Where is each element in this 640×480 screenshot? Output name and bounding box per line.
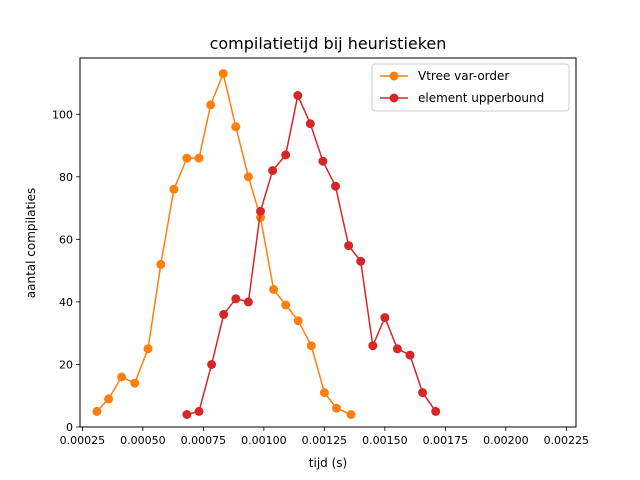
data-point bbox=[268, 166, 278, 176]
legend-marker bbox=[389, 93, 399, 103]
y-tick-label: 60 bbox=[59, 233, 73, 246]
data-point bbox=[130, 378, 140, 388]
y-tick-label: 40 bbox=[59, 296, 73, 309]
data-point bbox=[306, 341, 316, 351]
data-point bbox=[256, 213, 265, 222]
data-point bbox=[207, 360, 217, 369]
axis-ticks: 0.00025 0.00050 0.00075 0.00100 0.00125 0.001… bbox=[52, 108, 589, 447]
data-point bbox=[231, 122, 241, 132]
data-point bbox=[305, 119, 315, 129]
data-point bbox=[169, 184, 179, 194]
data-point bbox=[405, 350, 415, 360]
data-point bbox=[194, 406, 204, 416]
x-tick-label: 0.00150 bbox=[362, 434, 408, 447]
data-point bbox=[182, 410, 192, 419]
data-point bbox=[269, 284, 279, 294]
data-point bbox=[346, 410, 356, 419]
data-point bbox=[281, 300, 291, 310]
data-point bbox=[392, 344, 402, 354]
x-tick-label: 0.00050 bbox=[120, 434, 166, 447]
data-point bbox=[256, 206, 265, 216]
data-point bbox=[418, 388, 428, 398]
legend: Vtree var-order element upperbound bbox=[371, 63, 570, 112]
data-point bbox=[243, 297, 253, 307]
y-axis-label: aantal compilaties bbox=[24, 188, 38, 298]
plot-area bbox=[92, 69, 441, 419]
data-point bbox=[344, 241, 354, 251]
data-point bbox=[194, 153, 204, 163]
y-tick-label: 80 bbox=[59, 171, 73, 184]
legend-label: Vtree var-order bbox=[418, 69, 509, 83]
data-point bbox=[368, 341, 378, 351]
data-point bbox=[92, 406, 102, 416]
data-point bbox=[356, 256, 366, 266]
x-axis-label: tijd (s) bbox=[309, 456, 347, 470]
y-tick-label: 0 bbox=[66, 421, 73, 434]
data-point bbox=[293, 91, 303, 100]
data-point bbox=[182, 153, 192, 163]
data-point bbox=[156, 259, 166, 269]
x-tick-label: 0.00100 bbox=[241, 434, 287, 447]
data-point bbox=[117, 372, 127, 382]
data-point bbox=[281, 150, 291, 160]
y-tick-label: 20 bbox=[59, 358, 73, 371]
data-point bbox=[206, 100, 216, 110]
plot-frame bbox=[79, 57, 577, 428]
data-point bbox=[293, 316, 303, 326]
data-point bbox=[219, 309, 229, 319]
data-point bbox=[243, 172, 253, 182]
data-point bbox=[431, 406, 441, 416]
data-point bbox=[104, 394, 114, 404]
data-point bbox=[380, 313, 390, 323]
x-tick-label: 0.00075 bbox=[181, 434, 227, 447]
legend-label: element upperbound bbox=[418, 91, 544, 105]
x-tick-label: 0.00200 bbox=[483, 434, 529, 447]
data-point bbox=[143, 344, 153, 354]
data-point bbox=[319, 388, 329, 398]
chart-title: compilatietijd bij heuristieken bbox=[210, 34, 447, 53]
x-tick-label: 0.00125 bbox=[302, 434, 348, 447]
data-point bbox=[218, 69, 228, 79]
x-tick-label: 0.00175 bbox=[423, 434, 469, 447]
legend-box bbox=[371, 63, 570, 112]
data-point bbox=[332, 403, 341, 413]
x-tick-label: 0.00225 bbox=[544, 434, 590, 447]
x-tick-label: 0.00025 bbox=[60, 434, 106, 447]
data-point bbox=[318, 156, 328, 166]
y-tick-label: 100 bbox=[52, 108, 73, 121]
legend-marker bbox=[389, 71, 399, 81]
data-point bbox=[331, 181, 340, 191]
data-point bbox=[231, 294, 241, 304]
